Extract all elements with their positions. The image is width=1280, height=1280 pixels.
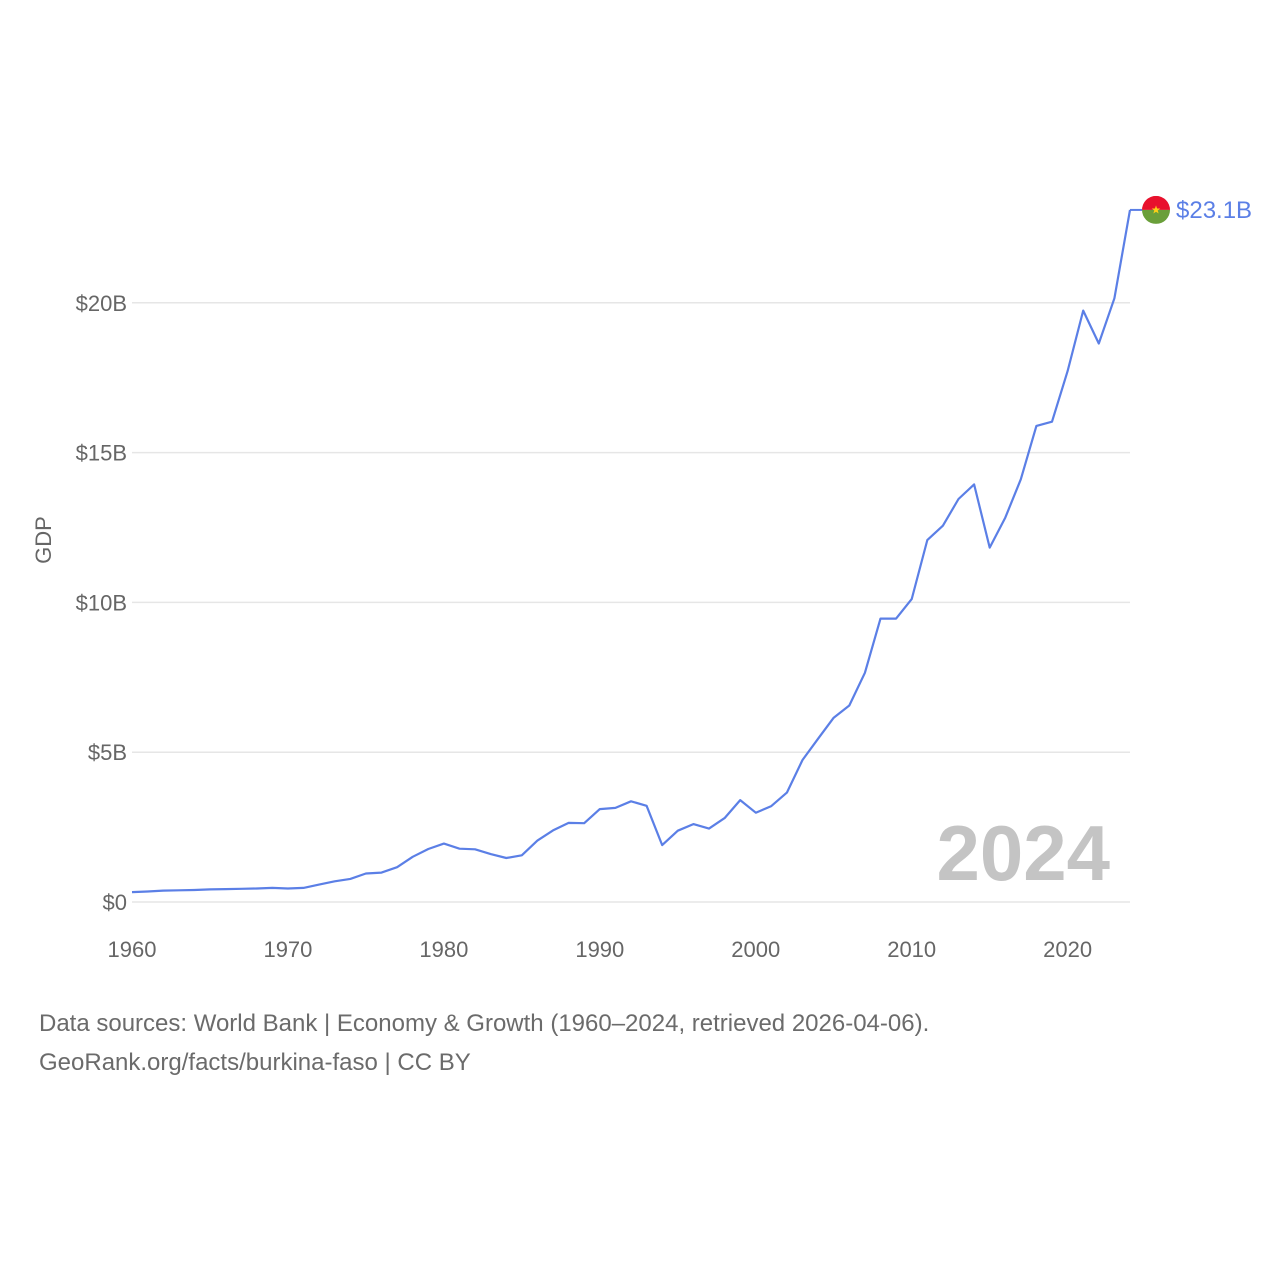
source-caption: Data sources: World Bank | Economy & Gro… (39, 1004, 929, 1082)
y-tick-label: $5B (88, 740, 127, 765)
y-axis-label: GDP (31, 516, 56, 564)
x-tick-label: 2010 (887, 937, 936, 962)
source-line-1: Data sources: World Bank | Economy & Gro… (39, 1010, 930, 1037)
x-tick-label: 1960 (108, 937, 157, 962)
x-tick-label: 2000 (731, 937, 780, 962)
y-tick-label: $20B (76, 291, 127, 316)
burkina-faso-flag-icon (1130, 195, 1170, 224)
x-tick-label: 1970 (263, 937, 312, 962)
gridlines (132, 302, 1130, 903)
latest-value-label: $23.1B (1176, 197, 1252, 224)
y-tick-label: $10B (76, 590, 127, 615)
y-axis-ticks: $0 $5B $10B $15B $20B (76, 291, 127, 915)
gdp-series-line (131, 209, 1132, 894)
x-tick-label: 2020 (1043, 937, 1092, 962)
source-line-2: GeoRank.org/facts/burkina-faso | CC BY (39, 1049, 471, 1076)
current-year-label: 2024 (936, 809, 1110, 897)
y-tick-label: $0 (103, 890, 127, 915)
x-tick-label: 1990 (575, 937, 624, 962)
star-icon (1151, 205, 1161, 214)
y-tick-label: $15B (76, 441, 127, 466)
x-tick-label: 1980 (419, 937, 468, 962)
x-axis-ticks: 1960 1970 1980 1990 2000 2010 2020 (108, 937, 1093, 962)
